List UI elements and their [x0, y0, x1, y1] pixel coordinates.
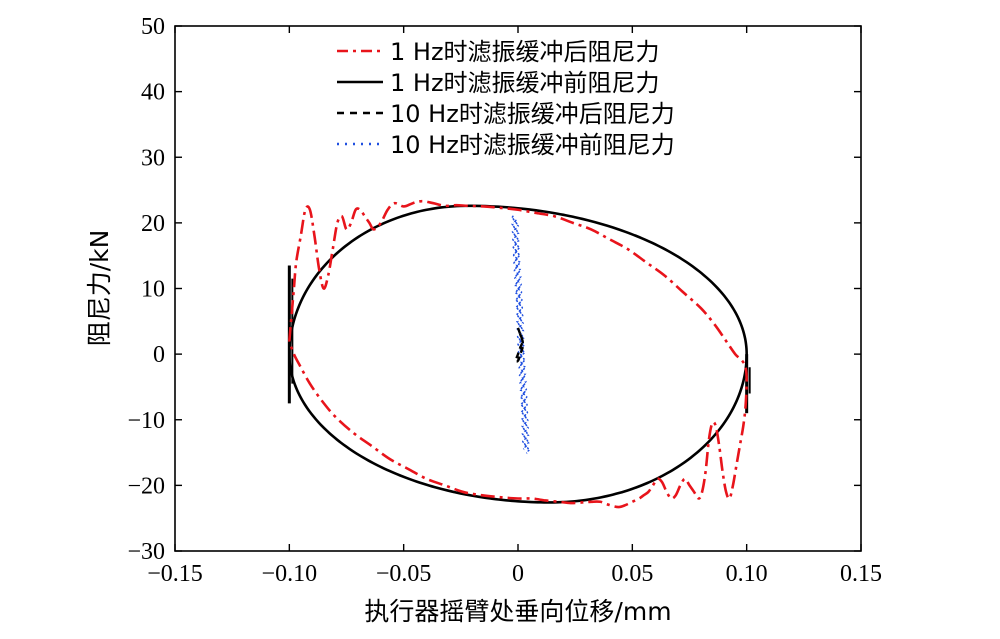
y-tick-label: −30	[127, 539, 165, 565]
x-tick-label: −0.15	[147, 561, 203, 587]
series-10hz-after-line	[514, 327, 525, 363]
series-layer	[287, 199, 751, 509]
y-tick-label: 30	[141, 145, 165, 171]
legend-label: 10 Hz时滤振缓冲前阻尼力	[390, 131, 675, 159]
y-tick-label: −20	[127, 473, 165, 499]
y-tick-label: 40	[141, 80, 165, 106]
x-tick-label: −0.05	[376, 561, 432, 587]
y-tick-label: 10	[141, 277, 165, 303]
tick-group: −0.15 −0.10 −0.05 0 0.05 0.10 0.15 −30 −20 −10 0 10…	[127, 14, 882, 587]
legend-label: 1 Hz时滤振缓冲前阻尼力	[390, 69, 660, 97]
y-tick-label: 20	[141, 211, 165, 237]
legend: 1 Hz时滤振缓冲后阻尼力 1 Hz时滤振缓冲前阻尼力 10 Hz时滤振缓冲后阻尼力…	[337, 38, 675, 159]
x-tick-label: 0.15	[840, 561, 882, 587]
x-tick-label: 0.10	[726, 561, 768, 587]
y-axis-title: 阻尼力/kN	[85, 230, 114, 347]
y-tick-label: 0	[153, 342, 165, 368]
x-tick-label: −0.10	[262, 561, 318, 587]
y-tick-label: −10	[127, 408, 165, 434]
x-tick-label: 0	[512, 561, 524, 587]
y-tick-label: 50	[141, 14, 165, 40]
legend-label: 1 Hz时滤振缓冲后阻尼力	[390, 38, 660, 66]
x-tick-label: 0.05	[611, 561, 653, 587]
x-axis-title: 执行器摇臂处垂向位移/mm	[364, 597, 671, 626]
legend-label: 10 Hz时滤振缓冲后阻尼力	[390, 100, 675, 128]
